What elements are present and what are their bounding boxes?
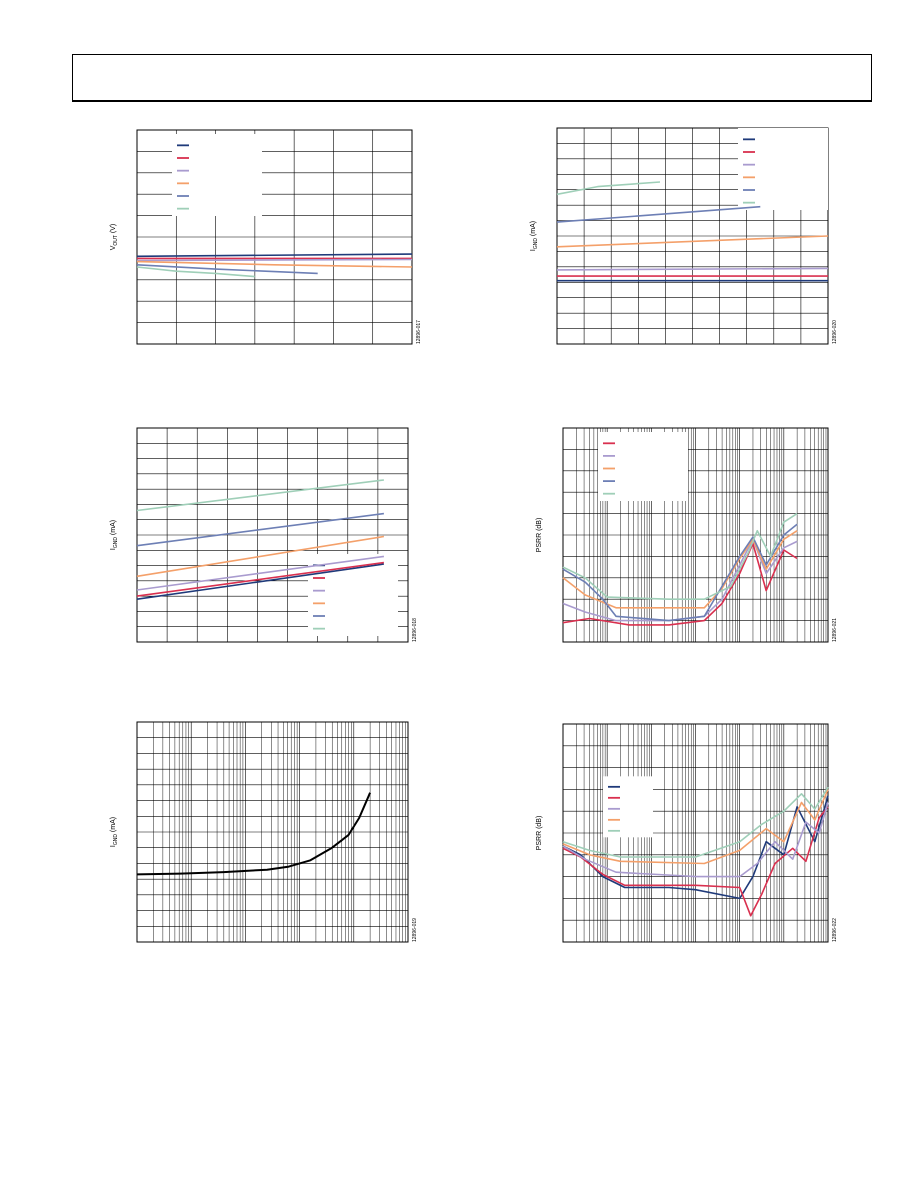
- plot-frame: [136, 129, 413, 345]
- chart-svg: PSRR (dB) 12896-022: [536, 723, 838, 943]
- figure-id: 12896-017: [416, 320, 422, 344]
- figure-id: 12896-020: [832, 320, 838, 344]
- legend-box: [603, 776, 653, 838]
- chart-psrr-middle-right: PSRR (dB) 12896-021: [520, 426, 842, 648]
- series-line-1: [136, 563, 385, 600]
- grid: [137, 722, 408, 942]
- series-line-5: [556, 205, 761, 223]
- chart-psrr-bottom-right: PSRR (dB) 12896-022: [520, 722, 842, 948]
- series-line-3: [562, 802, 829, 878]
- chart-vout: VOUT (V) 12896-017: [100, 126, 426, 350]
- plot-frame: [136, 427, 409, 643]
- series-line-1: [136, 792, 372, 876]
- series-line-1: [562, 795, 829, 900]
- chart-svg: VOUT (V) 12896-017: [110, 129, 422, 345]
- figure-id: 12896-018: [412, 618, 418, 642]
- chart-svg: IGND (mA) 12896-020: [530, 127, 838, 345]
- chart-svg: IGND (mA) 12896-018: [110, 427, 418, 643]
- plot-frame: [562, 427, 829, 643]
- plot-frame: [562, 723, 829, 943]
- series-line-4: [562, 523, 798, 622]
- series-line-4: [136, 260, 413, 268]
- chart-svg: IGND (mA) 12896-019: [110, 721, 418, 943]
- chart-svg: PSRR (dB) 12896-021: [536, 427, 838, 643]
- series-line-3: [562, 530, 798, 609]
- series-line-3: [136, 258, 413, 262]
- y-axis-label: IGND (mA): [110, 817, 119, 847]
- y-axis-label: IGND (mA): [530, 221, 539, 251]
- series-line-5: [136, 512, 385, 547]
- grid: [557, 128, 828, 344]
- series-line-5: [562, 786, 829, 858]
- chart-ignd-middle-left: IGND (mA) 12896-018: [100, 426, 422, 648]
- chart-ignd-bottom-left: IGND (mA) 12896-019: [100, 721, 422, 948]
- series-line-2: [136, 561, 385, 597]
- chart-ignd-top-right: IGND (mA) 12896-020: [520, 126, 842, 350]
- series-line-2: [562, 538, 798, 622]
- legend-box: [738, 128, 828, 210]
- series-line-1: [136, 253, 413, 258]
- legend-box: [598, 432, 688, 501]
- y-axis-label: IGND (mA): [110, 520, 119, 550]
- series-line-2: [562, 806, 829, 917]
- series-line-4: [562, 789, 829, 865]
- page-header-box: [72, 54, 872, 102]
- series-line-6: [136, 479, 384, 512]
- series-line-6: [556, 181, 661, 196]
- figure-id: 12896-021: [832, 618, 838, 642]
- plot-frame: [136, 721, 409, 943]
- legend-box: [172, 134, 262, 216]
- series-line-5: [562, 512, 798, 600]
- y-axis-label: PSRR (dB): [536, 518, 543, 553]
- series-line-3: [556, 267, 829, 271]
- series-line-4: [136, 535, 385, 578]
- series-line-4: [556, 235, 829, 248]
- y-axis-label: VOUT (V): [110, 224, 119, 251]
- series-line-3: [136, 555, 385, 591]
- series-line-5: [136, 264, 318, 275]
- figure-id: 12896-019: [412, 918, 418, 942]
- series-line-6: [136, 266, 255, 278]
- y-axis-label: PSRR (dB): [536, 816, 543, 851]
- figure-id: 12896-022: [832, 918, 838, 942]
- series-line-1: [562, 542, 798, 626]
